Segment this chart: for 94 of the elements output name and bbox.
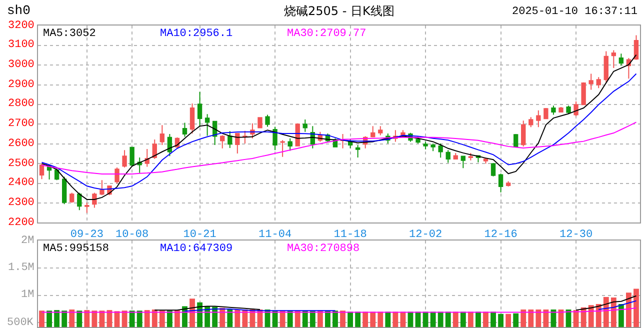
y-tick-label: 3000 — [8, 59, 34, 71]
candlestick — [197, 91, 202, 128]
candlestick — [288, 138, 292, 152]
candlestick — [130, 146, 134, 168]
candlestick — [152, 139, 157, 160]
candlestick — [430, 142, 436, 152]
candlestick — [77, 192, 82, 211]
candlestick — [446, 150, 450, 164]
y-tick-label: 500K — [7, 317, 34, 328]
y-tick-label: 1M — [21, 289, 34, 301]
x-tick-label: 11-18 — [334, 228, 367, 241]
y-tick-label: 2500 — [8, 158, 34, 170]
candlestick — [280, 140, 285, 158]
candlestick — [536, 110, 541, 128]
candlestick — [544, 108, 548, 120]
candlestick — [551, 105, 556, 116]
candlestick — [340, 134, 346, 149]
line-series — [41, 122, 637, 175]
candlestick — [604, 50, 608, 83]
chart-title: 烧碱2505 - 日K线图 — [284, 4, 394, 18]
candlestick — [521, 120, 526, 147]
candlestick — [122, 150, 127, 168]
candlestick — [265, 114, 270, 128]
text: 2025-01-10 16:37:11 — [512, 6, 638, 18]
text: sh0 — [7, 3, 30, 18]
x-tick-label: 12-30 — [560, 228, 593, 241]
candlestick — [182, 122, 188, 138]
candlestick — [272, 126, 278, 151]
candlestick — [242, 130, 248, 144]
x-tick-label: 11-04 — [258, 228, 292, 241]
candlestick — [460, 156, 466, 169]
y-tick-label: 2300 — [8, 197, 34, 209]
text: MA30:2709.77 — [287, 28, 366, 40]
text: MA5:3052 — [43, 28, 96, 40]
candlestick — [39, 162, 44, 180]
line-series — [41, 73, 637, 190]
candlestick — [566, 105, 571, 114]
candlestick — [423, 141, 428, 150]
y-tick-label: 2400 — [8, 177, 34, 189]
text: MA5:995158 — [43, 243, 110, 255]
x-tick-label: 10-08 — [116, 228, 149, 241]
candlestick — [84, 202, 90, 214]
candlestick — [220, 134, 225, 149]
candlestick — [190, 102, 195, 134]
candlestick — [228, 130, 232, 149]
y-tick-label: 2800 — [8, 98, 34, 110]
candlestick — [167, 134, 172, 157]
candlestick — [355, 144, 360, 158]
candlestick — [468, 152, 474, 161]
candlestick — [513, 134, 518, 148]
text: MA30:270898 — [287, 243, 360, 255]
candlestick — [483, 158, 488, 164]
candlestick — [558, 106, 564, 112]
candlestick — [618, 53, 624, 66]
candlestick — [114, 167, 120, 184]
candlestick — [506, 180, 511, 187]
candlestick — [581, 82, 586, 106]
candlestick — [490, 162, 496, 177]
candlestick — [634, 34, 639, 60]
candlestick — [611, 50, 616, 69]
candlestick — [160, 124, 165, 146]
x-tick-label: 12-02 — [409, 228, 442, 241]
text: MA10:647309 — [160, 243, 233, 255]
candlestick — [528, 116, 534, 128]
x-tick-label: 10-21 — [183, 228, 217, 241]
y-tick-label: 2600 — [8, 138, 34, 150]
candlestick — [62, 176, 67, 205]
y-tick-label: 1.5M — [8, 262, 34, 274]
x-tick-label: 09-23 — [70, 228, 104, 241]
candlestick — [258, 117, 262, 128]
candlestick — [100, 180, 104, 196]
x-tick-label: 12-16 — [484, 228, 518, 241]
y-tick-label: 3100 — [8, 39, 34, 51]
y-tick-label: 2200 — [8, 217, 34, 229]
candlestick — [378, 126, 383, 136]
candlestick — [302, 118, 308, 132]
candlestick — [498, 173, 504, 193]
candlestick — [92, 192, 97, 208]
y-tick-label: 3200 — [8, 20, 34, 32]
candlestick — [204, 114, 210, 136]
candlestick — [235, 132, 240, 154]
candlestick — [574, 100, 578, 117]
candlestick — [588, 73, 594, 90]
line-series — [41, 54, 637, 200]
candlestick — [370, 126, 376, 138]
candlestick — [438, 142, 443, 158]
text: MA10:2956.1 — [160, 28, 234, 40]
candlestick — [70, 192, 74, 204]
y-tick-label: 2700 — [8, 118, 34, 130]
y-tick-label: 2900 — [8, 79, 34, 91]
y-tick-label: 2M — [21, 235, 34, 247]
candlestick — [453, 152, 458, 160]
candlestick — [144, 148, 150, 168]
candlestick — [596, 76, 601, 89]
